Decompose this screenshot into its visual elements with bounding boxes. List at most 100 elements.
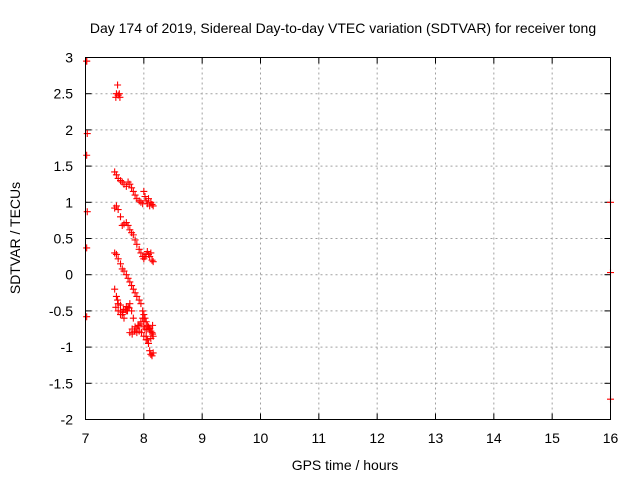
data-point: [133, 240, 141, 248]
data-point: [122, 303, 130, 311]
data-point: [116, 93, 124, 101]
data-point: [149, 202, 157, 210]
x-tick-label: 16: [603, 430, 619, 446]
data-point: [139, 307, 147, 315]
x-tick-label: 8: [140, 430, 148, 446]
data-point: [142, 336, 150, 344]
data-point: [131, 191, 139, 199]
data-point: [122, 219, 130, 227]
y-tick-label: -0.5: [49, 303, 73, 319]
data-point: [114, 81, 122, 89]
data-point: [133, 292, 141, 300]
data-point: [83, 151, 91, 159]
data-point: [112, 303, 120, 311]
data-point: [124, 274, 132, 282]
y-tick-label: 2: [65, 122, 73, 138]
x-tick-label: 15: [544, 430, 560, 446]
data-point: [122, 271, 130, 279]
data-point: [122, 182, 130, 190]
data-point: [117, 260, 124, 268]
data-point: [145, 195, 152, 203]
data-point: [111, 249, 119, 257]
x-tick-label: 11: [312, 430, 327, 446]
data-point: [83, 57, 91, 65]
data-point: [83, 244, 91, 252]
data-point: [114, 206, 122, 214]
data-point: [112, 292, 120, 300]
grid-lines: [85, 57, 611, 420]
y-tick-label: 3: [65, 50, 73, 66]
data-point: [112, 250, 120, 258]
data-point: [114, 307, 122, 315]
data-point: [129, 231, 137, 239]
x-axis-label: GPS time / hours: [292, 457, 399, 473]
data-point: [147, 249, 155, 257]
y-tick-label: 1: [65, 194, 73, 210]
data-point: [126, 226, 134, 234]
y-tick-label: 2.5: [54, 86, 74, 102]
data-point: [145, 339, 152, 347]
data-point: [146, 324, 154, 332]
data-point: [83, 130, 91, 138]
data-point: [83, 208, 91, 216]
data-point: [140, 332, 148, 340]
data-point: [137, 300, 145, 308]
x-tick-label: 13: [428, 430, 444, 446]
y-tick-labels: -2 -1.5 -1 -0.5 0 0.5 1 1.5 2 2.5 3: [49, 50, 73, 428]
data-point: [138, 329, 145, 337]
data-point: [131, 323, 139, 331]
data-point: [83, 313, 91, 321]
data-point: [117, 177, 124, 185]
data-point: [120, 314, 128, 322]
data-point: [149, 258, 157, 266]
data-point: [125, 304, 133, 312]
data-point: [111, 285, 119, 293]
data-point: [140, 187, 148, 195]
y-axis-label: SDTVAR / TECUs: [7, 182, 23, 294]
data-point: [135, 245, 143, 253]
data-point: [126, 278, 134, 286]
data-point: [143, 248, 151, 256]
data-point: [128, 184, 136, 192]
data-point: [111, 168, 119, 176]
data-point: [140, 323, 148, 331]
data-point: [147, 327, 155, 335]
chart-title: Day 174 of 2019, Sidereal Day-to-day VTE…: [90, 20, 596, 36]
x-tick-label: 14: [486, 430, 502, 446]
data-point: [147, 334, 155, 342]
data-point: [129, 285, 137, 293]
data-point: [117, 213, 124, 221]
x-tick-label: 10: [253, 430, 269, 446]
axis-ticks: [85, 57, 611, 420]
data-point: [135, 197, 143, 205]
data-point: [112, 202, 120, 210]
data-point: [117, 301, 124, 309]
data-point: [139, 314, 147, 322]
data-point: [149, 321, 157, 329]
data-points: [83, 57, 614, 403]
data-point: [126, 180, 134, 188]
data-point: [119, 305, 127, 313]
data-point: [148, 329, 156, 337]
data-point: [140, 311, 148, 319]
x-tick-label: 12: [369, 430, 385, 446]
data-point: [112, 171, 120, 179]
data-point: [148, 352, 156, 360]
data-point: [114, 296, 122, 304]
data-point: [148, 256, 156, 264]
data-point: [135, 296, 143, 304]
data-point: [149, 349, 157, 357]
data-point: [114, 255, 122, 263]
data-point: [137, 249, 145, 257]
y-tick-label: -1.5: [49, 375, 73, 391]
data-point: [124, 307, 131, 315]
y-tick-label: -1: [61, 339, 74, 355]
data-point: [120, 267, 128, 275]
x-tick-labels: 7 8 9 10 11 12 13 14 15 16: [82, 430, 619, 446]
data-point: [143, 326, 151, 334]
data-point: [129, 187, 137, 195]
data-point: [148, 200, 156, 208]
data-point: [146, 253, 154, 261]
